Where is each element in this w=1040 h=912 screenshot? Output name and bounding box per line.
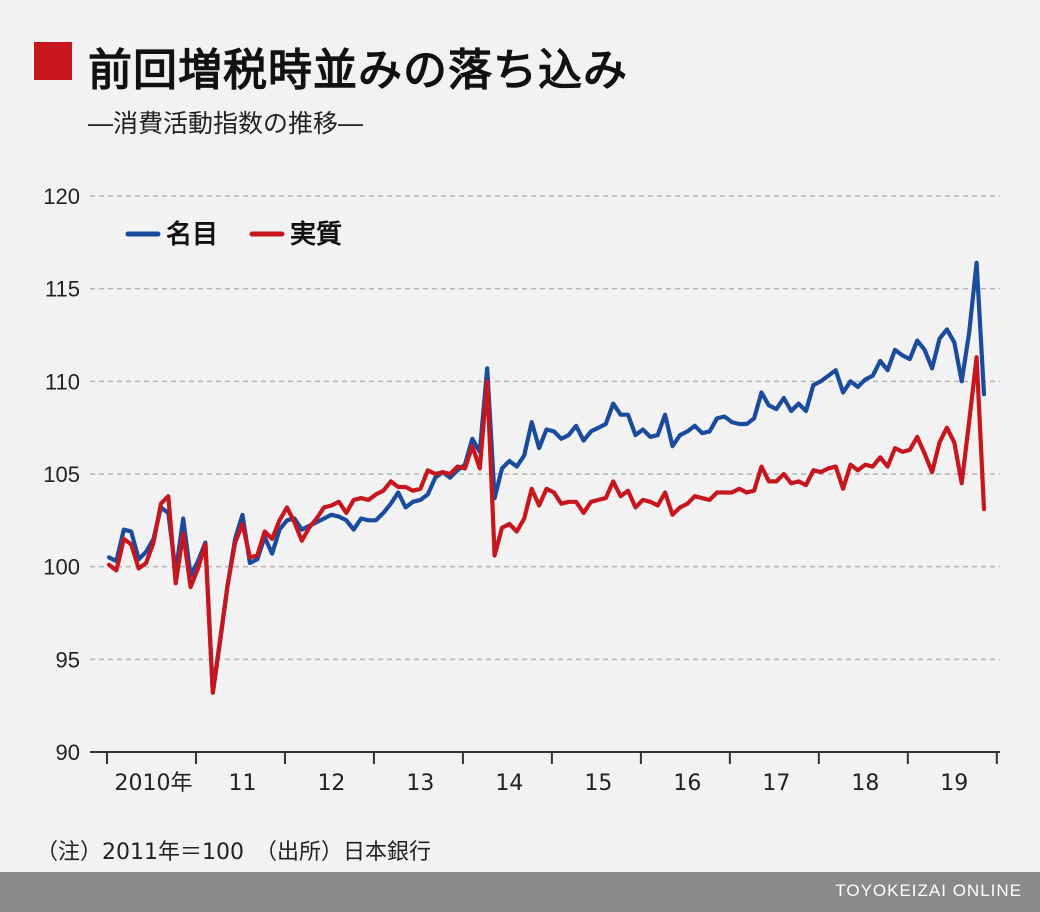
x-tick-label: 13 bbox=[406, 771, 434, 796]
x-tick-label: 14 bbox=[495, 771, 523, 796]
series-line-real bbox=[106, 355, 987, 695]
line-chart: 90 95 100 105 110 115 120 2010年 11 12 13 14 15 16 17 1… bbox=[43, 184, 1000, 796]
x-tick-label: 18 bbox=[851, 771, 879, 796]
footnote: （注）2011年＝100 （出所）日本銀行 bbox=[36, 840, 431, 865]
y-tick-label: 105 bbox=[43, 462, 80, 487]
x-tick-label: 19 bbox=[940, 771, 968, 796]
x-tick-label: 11 bbox=[228, 771, 256, 796]
x-tick-label: 17 bbox=[762, 771, 790, 796]
title-marker bbox=[34, 42, 72, 80]
y-tick-label: 110 bbox=[45, 369, 80, 394]
footer-bar: TOYOKEIZAI ONLINE bbox=[0, 872, 1040, 912]
series-line-nominal bbox=[106, 260, 987, 695]
x-axis: 2010年 11 12 13 14 15 16 17 18 19 bbox=[90, 751, 1000, 796]
chart-title: 前回増税時並みの落ち込み bbox=[88, 45, 628, 96]
y-tick-label: 115 bbox=[45, 277, 80, 302]
legend: 名目 実質 bbox=[125, 219, 342, 250]
x-tick-label: 2010年 bbox=[114, 771, 192, 796]
x-tick-label: 16 bbox=[673, 771, 701, 796]
y-axis: 90 95 100 105 110 115 120 bbox=[43, 184, 80, 765]
chart-subtitle: ―消費活動指数の推移― bbox=[88, 109, 364, 138]
legend-label: 名目 bbox=[166, 219, 218, 250]
series-group bbox=[106, 260, 987, 695]
brand-label: TOYOKEIZAI ONLINE bbox=[835, 881, 1022, 900]
y-tick-label: 90 bbox=[56, 740, 80, 765]
x-tick-label: 12 bbox=[317, 771, 345, 796]
y-tick-label: 100 bbox=[43, 555, 80, 580]
x-tick-label: 15 bbox=[584, 771, 612, 796]
y-tick-label: 95 bbox=[56, 647, 80, 672]
y-tick-label: 120 bbox=[43, 184, 80, 209]
legend-label: 実質 bbox=[290, 219, 342, 250]
